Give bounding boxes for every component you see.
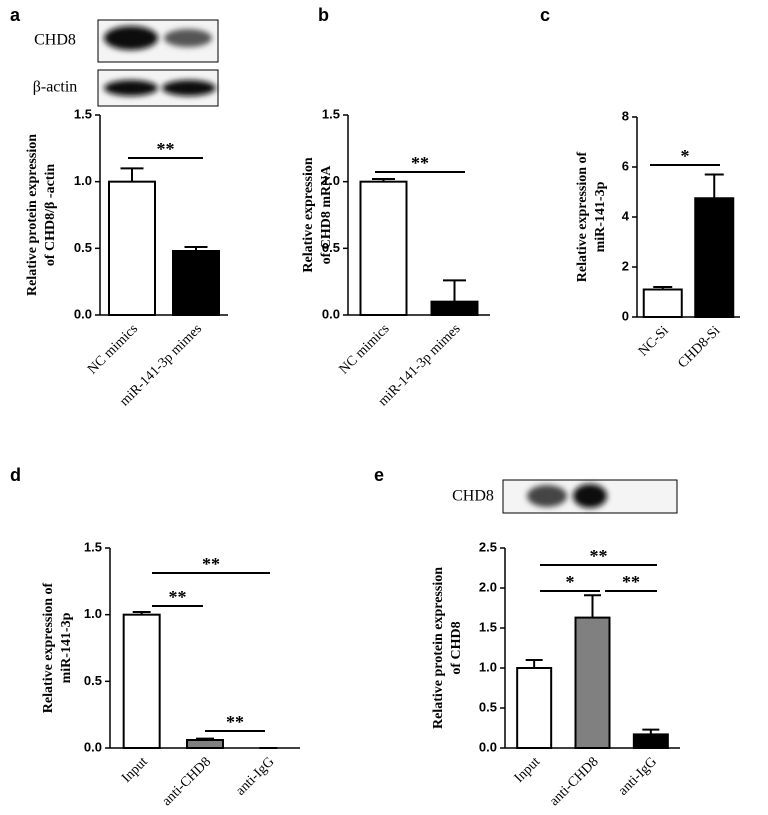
chart-panel: c 0 2 4 6 8 Relative expression of miR-141-3p NC… bbox=[540, 5, 740, 372]
y-axis-label-line: Relative expression bbox=[301, 157, 316, 272]
bar bbox=[642, 288, 683, 318]
y-axis-label: Relative expression of CHD8 mRNA bbox=[301, 157, 334, 272]
chart-panel: e CHD8 0.0 0.5 1.0 1.5 2.0 2.5 Relative protein … bbox=[374, 465, 680, 809]
chart-panel: a CHD8 β-actin 0.0 0.5 1.0 1.5 Relative protein… bbox=[10, 5, 228, 409]
chart-panel: b 0.0 0.5 1.0 1.5 Relative expression of CHD8 … bbox=[301, 5, 490, 409]
y-axis-label-line: of CHD8 mRNA bbox=[319, 165, 334, 265]
panel-letter: d bbox=[10, 465, 21, 485]
y-axis-label: Relative expression of miR-141-3p bbox=[575, 151, 608, 282]
y-tick-label: 0.0 bbox=[322, 306, 340, 321]
y-tick-label: 1.0 bbox=[322, 173, 340, 188]
bar bbox=[516, 667, 553, 749]
significance-label: ** bbox=[157, 139, 175, 159]
bar bbox=[632, 733, 669, 750]
bar bbox=[172, 250, 220, 316]
y-axis-label-line: miR-141-3p bbox=[59, 612, 74, 683]
y-tick-label: 0.5 bbox=[479, 699, 497, 714]
y-tick-label: 4 bbox=[622, 208, 630, 223]
y-tick-label: 2.0 bbox=[479, 579, 497, 594]
panel-letter: c bbox=[540, 5, 550, 25]
y-tick-label: 0.0 bbox=[74, 306, 92, 321]
x-tick-label: anti-IgG bbox=[233, 754, 277, 798]
y-axis-label: Relative protein expression of CHD8 bbox=[431, 567, 464, 729]
y-axis-label: Relative expression of miR-141-3p bbox=[41, 582, 74, 713]
western-blot bbox=[97, 19, 678, 514]
y-tick-label: 1.5 bbox=[84, 539, 102, 554]
panel-letter: b bbox=[318, 5, 329, 25]
y-tick-label: 0.0 bbox=[84, 739, 102, 754]
blot-label: CHD8 bbox=[452, 488, 494, 505]
y-tick-label: 2 bbox=[622, 258, 629, 273]
y-tick-label: 0.5 bbox=[84, 673, 102, 688]
x-tick-label: NC mimics bbox=[85, 321, 141, 377]
y-tick-label: 1.0 bbox=[84, 606, 102, 621]
bar bbox=[108, 180, 156, 316]
y-tick-label: 1.5 bbox=[74, 106, 92, 121]
panel-letter: a bbox=[10, 5, 21, 25]
x-tick-label: Input bbox=[119, 754, 151, 786]
significance-label: ** bbox=[622, 572, 640, 592]
x-tick-label: NC mimics bbox=[337, 321, 393, 377]
y-tick-label: 1.5 bbox=[479, 619, 497, 634]
y-tick-label: 2.5 bbox=[479, 539, 497, 554]
y-axis-label: Relative protein expression of CHD8/β -ac… bbox=[25, 134, 58, 296]
y-tick-label: 1.0 bbox=[479, 659, 497, 674]
significance-label: ** bbox=[590, 546, 608, 566]
significance-label: ** bbox=[202, 554, 220, 574]
x-tick-label: NC-Si bbox=[636, 323, 672, 359]
y-axis-label-line: of CHD8/β -actin bbox=[43, 164, 58, 266]
significance-label: ** bbox=[411, 153, 429, 173]
bar bbox=[359, 180, 408, 316]
x-tick-label: CHD8-Si bbox=[675, 323, 723, 371]
significance-label: ** bbox=[226, 712, 244, 732]
y-tick-label: 1.5 bbox=[322, 106, 340, 121]
y-tick-label: 0.5 bbox=[322, 240, 340, 255]
significance-label: ** bbox=[169, 587, 187, 607]
x-tick-label: anti-CHD8 bbox=[160, 754, 215, 809]
x-tick-label: anti-CHD8 bbox=[547, 754, 602, 809]
x-tick-label: Input bbox=[512, 754, 544, 786]
bar bbox=[186, 739, 224, 749]
bar bbox=[122, 613, 161, 750]
y-axis-label-line: Relative protein expression bbox=[431, 567, 446, 729]
significance-label: * bbox=[681, 146, 690, 166]
y-tick-label: 1.0 bbox=[74, 173, 92, 188]
blot-label: β-actin bbox=[33, 79, 78, 96]
bar bbox=[694, 197, 735, 318]
bar bbox=[574, 616, 611, 749]
y-tick-label: 6 bbox=[622, 158, 629, 173]
chart-panel: d 0.0 0.5 1.0 1.5 Relative expression of miR-1… bbox=[10, 465, 300, 809]
x-tick-label: anti-IgG bbox=[616, 754, 660, 798]
y-axis-label-line: Relative protein expression bbox=[25, 134, 40, 296]
blot-label: CHD8 bbox=[34, 32, 76, 49]
y-axis-label-line: miR-141-3p bbox=[593, 181, 608, 252]
y-axis-label-line: Relative expression of bbox=[575, 151, 590, 282]
bar bbox=[430, 300, 479, 316]
y-tick-label: 0.5 bbox=[74, 240, 92, 255]
y-axis-label-line: Relative expression of bbox=[41, 582, 56, 713]
y-tick-label: 0.0 bbox=[479, 739, 497, 754]
y-tick-label: 8 bbox=[622, 108, 629, 123]
panel-letter: e bbox=[374, 465, 384, 485]
y-tick-label: 0 bbox=[622, 308, 629, 323]
significance-label: * bbox=[566, 572, 575, 592]
y-axis-label-line: of CHD8 bbox=[449, 621, 464, 674]
